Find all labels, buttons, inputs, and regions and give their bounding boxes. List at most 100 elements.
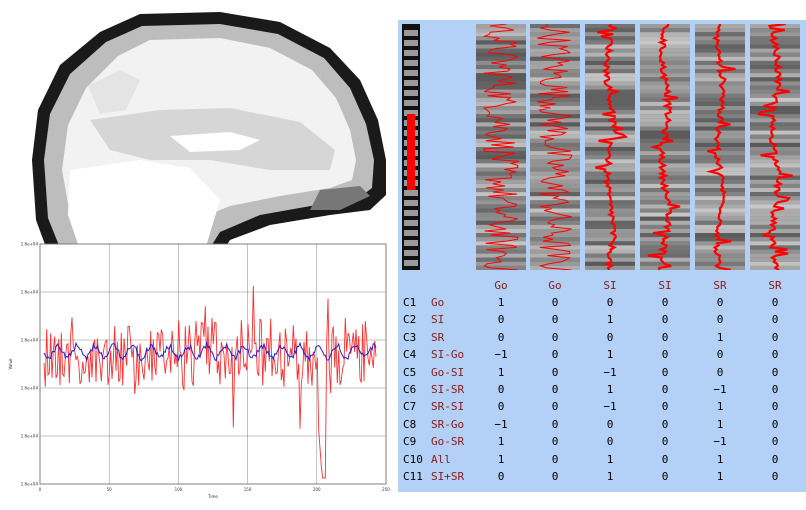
- contrast-cell: 0: [551, 365, 559, 379]
- contrast-cell: 0: [661, 400, 669, 414]
- scale-segment: [404, 70, 418, 76]
- contrast-name: All: [431, 452, 451, 466]
- y-tick-label: 1.6e+04: [21, 434, 39, 439]
- contrast-cell: 0: [661, 417, 669, 431]
- x-tick-label: 150: [244, 487, 252, 492]
- x-tick-label: 0: [39, 487, 42, 492]
- x-axis-label: Time: [207, 494, 218, 499]
- contrast-cell: 0: [551, 296, 559, 309]
- column-header: Go: [494, 279, 508, 292]
- contrast-cell: 0: [771, 365, 779, 379]
- contrast-cell: 0: [771, 330, 779, 344]
- contrast-id: C9: [403, 435, 417, 449]
- contrast-id: C10: [403, 452, 423, 466]
- contrast-cell: 0: [551, 452, 559, 466]
- contrast-cell: 0: [661, 348, 669, 362]
- contrast-cell: 1: [716, 452, 724, 466]
- contrast-cell: 0: [771, 296, 779, 309]
- regressor-column: [750, 24, 800, 270]
- contrast-cell: 0: [771, 452, 779, 466]
- contrast-name: SR: [431, 330, 445, 344]
- contrast-id: C3: [403, 330, 417, 344]
- contrast-cell: 0: [661, 296, 669, 309]
- contrast-cell: 0: [661, 470, 669, 483]
- scale-segment: [404, 220, 418, 226]
- scale-segment: [404, 30, 418, 36]
- scale-segment: [404, 230, 418, 236]
- x-tick-label: 200: [313, 487, 321, 492]
- contrast-id: C7: [403, 400, 417, 414]
- contrast-cell: 0: [551, 400, 559, 414]
- contrast-cell: 1: [497, 296, 505, 309]
- contrast-cell: 1: [716, 417, 724, 431]
- contrast-name: SI+SR: [431, 470, 465, 483]
- contrast-cell: 0: [771, 435, 779, 449]
- column-header: Go: [548, 279, 562, 292]
- contrast-cell: 1: [606, 470, 614, 483]
- scale-segment: [404, 200, 418, 206]
- contrast-cell: 0: [716, 296, 724, 309]
- contrast-cell: 0: [661, 313, 669, 327]
- y-tick-label: 1.6e+04: [21, 242, 39, 247]
- column-header: SR: [768, 279, 782, 292]
- contrast-cell: 0: [606, 296, 614, 309]
- column-header: SR: [713, 279, 727, 292]
- column-header: SI: [603, 279, 617, 292]
- contrast-cell: 0: [661, 435, 669, 449]
- contrast-cell: 0: [771, 383, 779, 396]
- column-header: SI: [658, 279, 672, 292]
- contrast-cell: 0: [771, 348, 779, 362]
- scale-segment: [404, 80, 418, 86]
- y-tick-label: 1.6e+04: [21, 338, 39, 343]
- contrast-id: C2: [403, 313, 417, 327]
- contrast-cell: −1: [494, 348, 508, 362]
- contrast-id: C5: [403, 365, 417, 379]
- timeseries-plot: 0 50 100 150 200 250 1.6e+04 1.6e+04 1.6e+04 1.6…: [0, 236, 398, 510]
- contrast-cell: 1: [497, 435, 505, 449]
- contrast-cell: 0: [497, 330, 505, 344]
- contrast-name: SI-SR: [431, 383, 465, 396]
- scale-segment: [404, 60, 418, 66]
- regressor-waveform: [705, 24, 736, 270]
- contrast-cell: 0: [771, 400, 779, 414]
- contrast-cell: 1: [716, 330, 724, 344]
- contrast-cell: 0: [771, 313, 779, 327]
- contrast-cell: 0: [716, 348, 724, 362]
- model-series-line: [43, 341, 377, 363]
- contrast-cell: 0: [497, 383, 505, 396]
- regressor-column: [695, 24, 745, 270]
- contrast-name: SI: [431, 313, 445, 327]
- contrast-name: Go: [431, 296, 445, 309]
- scale-segment: [404, 50, 418, 56]
- contrast-cell: 1: [606, 348, 614, 362]
- x-tick-label: 50: [107, 487, 113, 492]
- y-axis-label: Value: [8, 358, 13, 370]
- contrast-id: C1: [403, 296, 417, 309]
- regressor-waveform: [647, 24, 681, 270]
- scale-bar: [402, 24, 420, 270]
- design-matrix-panel: Go Go SI SI SR SR C1 Go 1 0 0 0 0 0 C2 SI 0 0 1 0 0 0 C3 SR 0 0 0…: [398, 20, 806, 492]
- contrast-cell: 1: [716, 470, 724, 483]
- regressor-column: [530, 24, 580, 270]
- contrast-cell: 0: [661, 365, 669, 379]
- regressor-column: [640, 24, 690, 270]
- contrast-cell: 0: [771, 417, 779, 431]
- regressor-waveform: [756, 24, 793, 270]
- contrast-id: C11: [403, 470, 423, 483]
- scale-segment: [404, 90, 418, 96]
- contrast-cell: −1: [713, 435, 727, 449]
- contrast-cell: 0: [606, 417, 614, 431]
- contrast-cell: 0: [497, 313, 505, 327]
- contrast-cell: −1: [603, 400, 617, 414]
- contrast-id: C4: [403, 348, 417, 362]
- scale-segment: [404, 240, 418, 246]
- plot-frame: [39, 243, 387, 485]
- signal-series-line: [43, 285, 377, 479]
- contrast-cell: 0: [716, 313, 724, 327]
- y-tick-label: 1.6e+04: [21, 386, 39, 391]
- contrast-cell: 1: [606, 383, 614, 396]
- scale-segment: [404, 40, 418, 46]
- scale-segment: [404, 100, 418, 106]
- y-tick-label: 1.6e+04: [21, 482, 39, 487]
- contrast-cell: 0: [661, 383, 669, 396]
